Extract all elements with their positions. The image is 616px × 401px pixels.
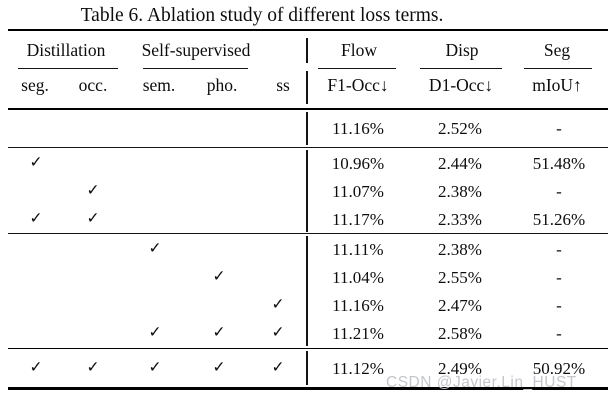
disp-value: 2.38%: [438, 239, 482, 259]
flow-value: 11.11%: [332, 239, 384, 259]
group-underline-disp: [420, 67, 502, 69]
flow-value: 11.17%: [332, 209, 384, 229]
group-underline-self-supervised: [143, 67, 248, 69]
vertical-divider-segment: [306, 38, 308, 63]
check-cell-pho: ✓: [212, 323, 226, 342]
check-cell-sem: ✓: [148, 239, 162, 258]
group-header-distillation: Distillation: [26, 40, 106, 60]
disp-value: 2.52%: [438, 119, 482, 138]
table-row: 11.16% 2.52% -: [8, 111, 608, 146]
flow-value: 11.07%: [332, 181, 384, 201]
table-section-self-supervised: ✓ 11.11% 2.38% - ✓ 11.04% 2.55% - ✓ 11.1…: [8, 235, 608, 347]
check-cell-ss: ✓: [271, 323, 285, 342]
column-header-ss: ss: [276, 75, 290, 95]
seg-value: -: [556, 119, 562, 138]
check-cell-occ: ✓: [86, 209, 100, 228]
flow-value: 11.16%: [332, 295, 384, 315]
section-rule: [8, 146, 608, 148]
table-row: ✓ ✓ ✓ 11.21% 2.58% -: [8, 319, 608, 347]
flow-value: 11.04%: [332, 267, 384, 287]
table-row: ✓ 10.96% 2.44% 51.48%: [8, 149, 608, 177]
column-header-occ: occ.: [78, 75, 108, 95]
seg-value: 51.26%: [532, 209, 586, 229]
disp-value: 2.55%: [438, 267, 482, 287]
disp-value: 2.44%: [438, 153, 482, 173]
column-header-d1-occ: D1-Occ↓: [428, 75, 494, 95]
table-row: ✓ 11.04% 2.55% -: [8, 263, 608, 291]
group-underline-distillation: [18, 67, 118, 69]
check-cell-seg: ✓: [29, 358, 43, 377]
check-cell-pho: ✓: [212, 358, 226, 377]
table-row: ✓ 11.11% 2.38% -: [8, 235, 608, 263]
section-rule: [8, 347, 608, 350]
table-section-baseline: 11.16% 2.52% -: [8, 111, 608, 146]
seg-value: 50.92%: [532, 358, 586, 378]
flow-value: 10.96%: [331, 153, 385, 173]
section-rule: [8, 233, 608, 235]
column-header-miou: mIoU↑: [532, 75, 582, 95]
vertical-divider-segment: [306, 71, 308, 104]
column-header-sem: sem.: [142, 75, 176, 95]
check-cell-occ: ✓: [86, 181, 100, 200]
check-cell-sem: ✓: [148, 358, 162, 377]
seg-value: -: [556, 295, 562, 315]
check-cell-occ: ✓: [86, 358, 100, 377]
check-cell-ss: ✓: [271, 358, 285, 377]
disp-value: 2.58%: [438, 323, 482, 343]
table-section-full-model: ✓ ✓ ✓ ✓ ✓ 11.12% 2.49% 50.92%: [8, 349, 608, 387]
seg-value: -: [556, 323, 562, 343]
group-header-seg: Seg: [543, 40, 571, 60]
header-rule: [8, 107, 608, 110]
csdn-watermark: CSDN @Javier.Lin_HUST: [386, 374, 577, 391]
disp-value: 2.38%: [438, 181, 482, 201]
seg-value: -: [556, 181, 562, 201]
disp-value: 2.33%: [438, 209, 482, 229]
check-cell-pho: ✓: [212, 267, 226, 286]
group-header-flow: Flow: [341, 40, 377, 60]
bottom-rule: [8, 387, 608, 390]
group-underline-seg: [524, 67, 592, 69]
flow-value: 11.16%: [332, 119, 384, 138]
table-row: ✓ ✓ 11.17% 2.33% 51.26%: [8, 205, 608, 233]
disp-value: 2.47%: [438, 295, 482, 315]
vertical-divider-segment: [306, 112, 308, 145]
table-section-distillation: ✓ 10.96% 2.44% 51.48% ✓ 11.07% 2.38% - ✓…: [8, 149, 608, 233]
group-header-self-supervised: Self-supervised: [141, 40, 251, 60]
seg-value: -: [556, 239, 562, 259]
top-rule: [8, 29, 608, 32]
flow-value: 11.21%: [332, 323, 384, 343]
vertical-divider-segment: [306, 236, 308, 346]
vertical-divider-segment: [306, 351, 308, 385]
table-caption: Table 6. Ablation study of different los…: [80, 5, 444, 26]
check-cell-ss: ✓: [271, 295, 285, 314]
check-cell-seg: ✓: [29, 209, 43, 228]
disp-value: 2.49%: [438, 358, 482, 378]
group-underline-flow: [318, 67, 396, 69]
column-header-pho: pho.: [206, 75, 238, 95]
column-header-f1-occ: F1-Occ↓: [327, 75, 389, 95]
table-row: ✓ 11.07% 2.38% -: [8, 177, 608, 205]
vertical-divider-segment: [306, 149, 308, 232]
column-header-seg: seg.: [21, 75, 49, 95]
table-row: ✓ ✓ ✓ ✓ ✓ 11.12% 2.49% 50.92%: [8, 349, 608, 387]
group-header-disp: Disp: [445, 40, 479, 60]
check-cell-sem: ✓: [148, 323, 162, 342]
seg-value: 51.48%: [532, 153, 586, 173]
flow-value: 11.12%: [332, 358, 384, 378]
seg-value: -: [556, 267, 562, 287]
check-cell-seg: ✓: [29, 153, 43, 172]
table-row: ✓ 11.16% 2.47% -: [8, 291, 608, 319]
